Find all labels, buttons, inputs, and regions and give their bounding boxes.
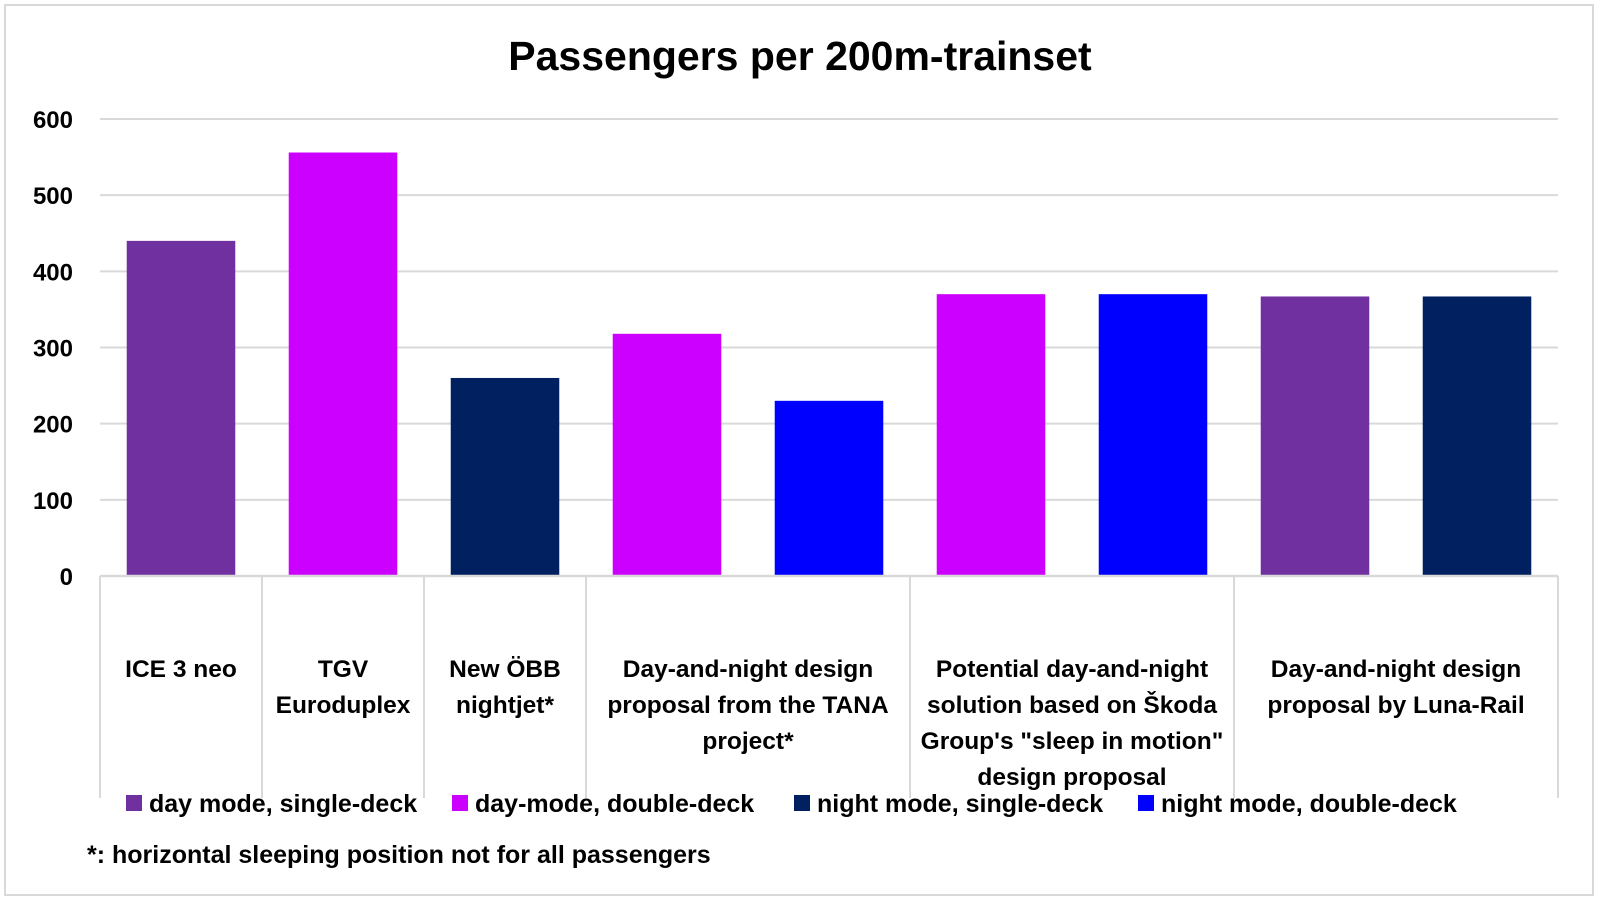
legend-item-day-single-deck: day mode, single-deck [126, 790, 417, 819]
category-label-line: Day-and-night design [622, 656, 874, 683]
category-label-ice-3-neo: ICE 3 neo [100, 652, 262, 688]
category-label-line: Day-and-night design [1270, 656, 1522, 683]
bar-day-mode-single-deck [1260, 296, 1370, 576]
category-label-line: TGV [317, 656, 369, 683]
legend-item-night-single-deck: night mode, single-deck [794, 790, 1103, 819]
legend-swatch-night-single-deck [794, 795, 810, 811]
legend-item-night-double-deck: night mode, double-deck [1138, 790, 1457, 819]
y-tick-label: 400 [33, 259, 73, 286]
footnote: *: horizontal sleeping position not for … [87, 841, 711, 869]
category-label-line: New ÖBB [449, 656, 561, 683]
bar-night-mode-single-deck [450, 377, 560, 576]
legend-swatch-day-double-deck [452, 795, 468, 811]
legend-swatch-night-double-deck [1138, 795, 1154, 811]
chart-title: Passengers per 200m-trainset [508, 33, 1092, 79]
category-label-new-obb-nightjet: New ÖBB nightjet* [424, 652, 586, 724]
category-label-line: Euroduplex [275, 692, 411, 719]
bar-day-mode-double-deck [612, 333, 722, 576]
category-label-line: proposal from the TANA [607, 692, 889, 719]
category-label-line: solution based on Škoda [927, 692, 1217, 719]
y-tick-label: 300 [33, 336, 73, 363]
legend-label: day-mode, double-deck [475, 790, 755, 818]
category-label-line: proposal by Luna-Rail [1267, 692, 1525, 719]
category-label-tgv-euroduplex: TGV Euroduplex [262, 652, 424, 724]
y-tick-label: 500 [33, 183, 73, 210]
legend-swatch-day-single-deck [126, 795, 142, 811]
bar-night-mode-double-deck [1098, 294, 1208, 576]
category-label-skoda-sleep-in-motion: Potential day-and-night solution based on… [910, 652, 1234, 796]
category-label-line: design proposal [977, 764, 1167, 791]
category-label-tana-project: Day-and-night design proposal from the TA… [586, 652, 910, 760]
bar-day-mode-double-deck [288, 152, 398, 576]
legend-item-day-double-deck: day-mode, double-deck [452, 790, 754, 819]
legend-label: night mode, single-deck [817, 790, 1104, 818]
bar-day-mode-single-deck [126, 240, 236, 576]
y-tick-label: 600 [33, 107, 73, 134]
bar-night-mode-double-deck [774, 400, 884, 576]
category-label-luna-rail: Day-and-night design proposal by Luna-Rai… [1234, 652, 1558, 724]
y-tick-label: 200 [33, 412, 73, 439]
legend-label: day mode, single-deck [149, 790, 418, 818]
category-label-line: Potential day-and-night [935, 656, 1209, 683]
category-label-line: Group's "sleep in motion" [920, 728, 1224, 755]
bar-night-mode-single-deck [1422, 296, 1532, 576]
category-label-line: nightjet* [456, 692, 554, 719]
category-label-line: ICE 3 neo [125, 656, 237, 683]
y-tick-label: 0 [60, 564, 73, 591]
category-label-line: project* [702, 728, 794, 755]
legend-label: night mode, double-deck [1161, 790, 1457, 818]
bar-day-mode-double-deck [936, 294, 1046, 576]
y-tick-label: 100 [33, 488, 73, 515]
